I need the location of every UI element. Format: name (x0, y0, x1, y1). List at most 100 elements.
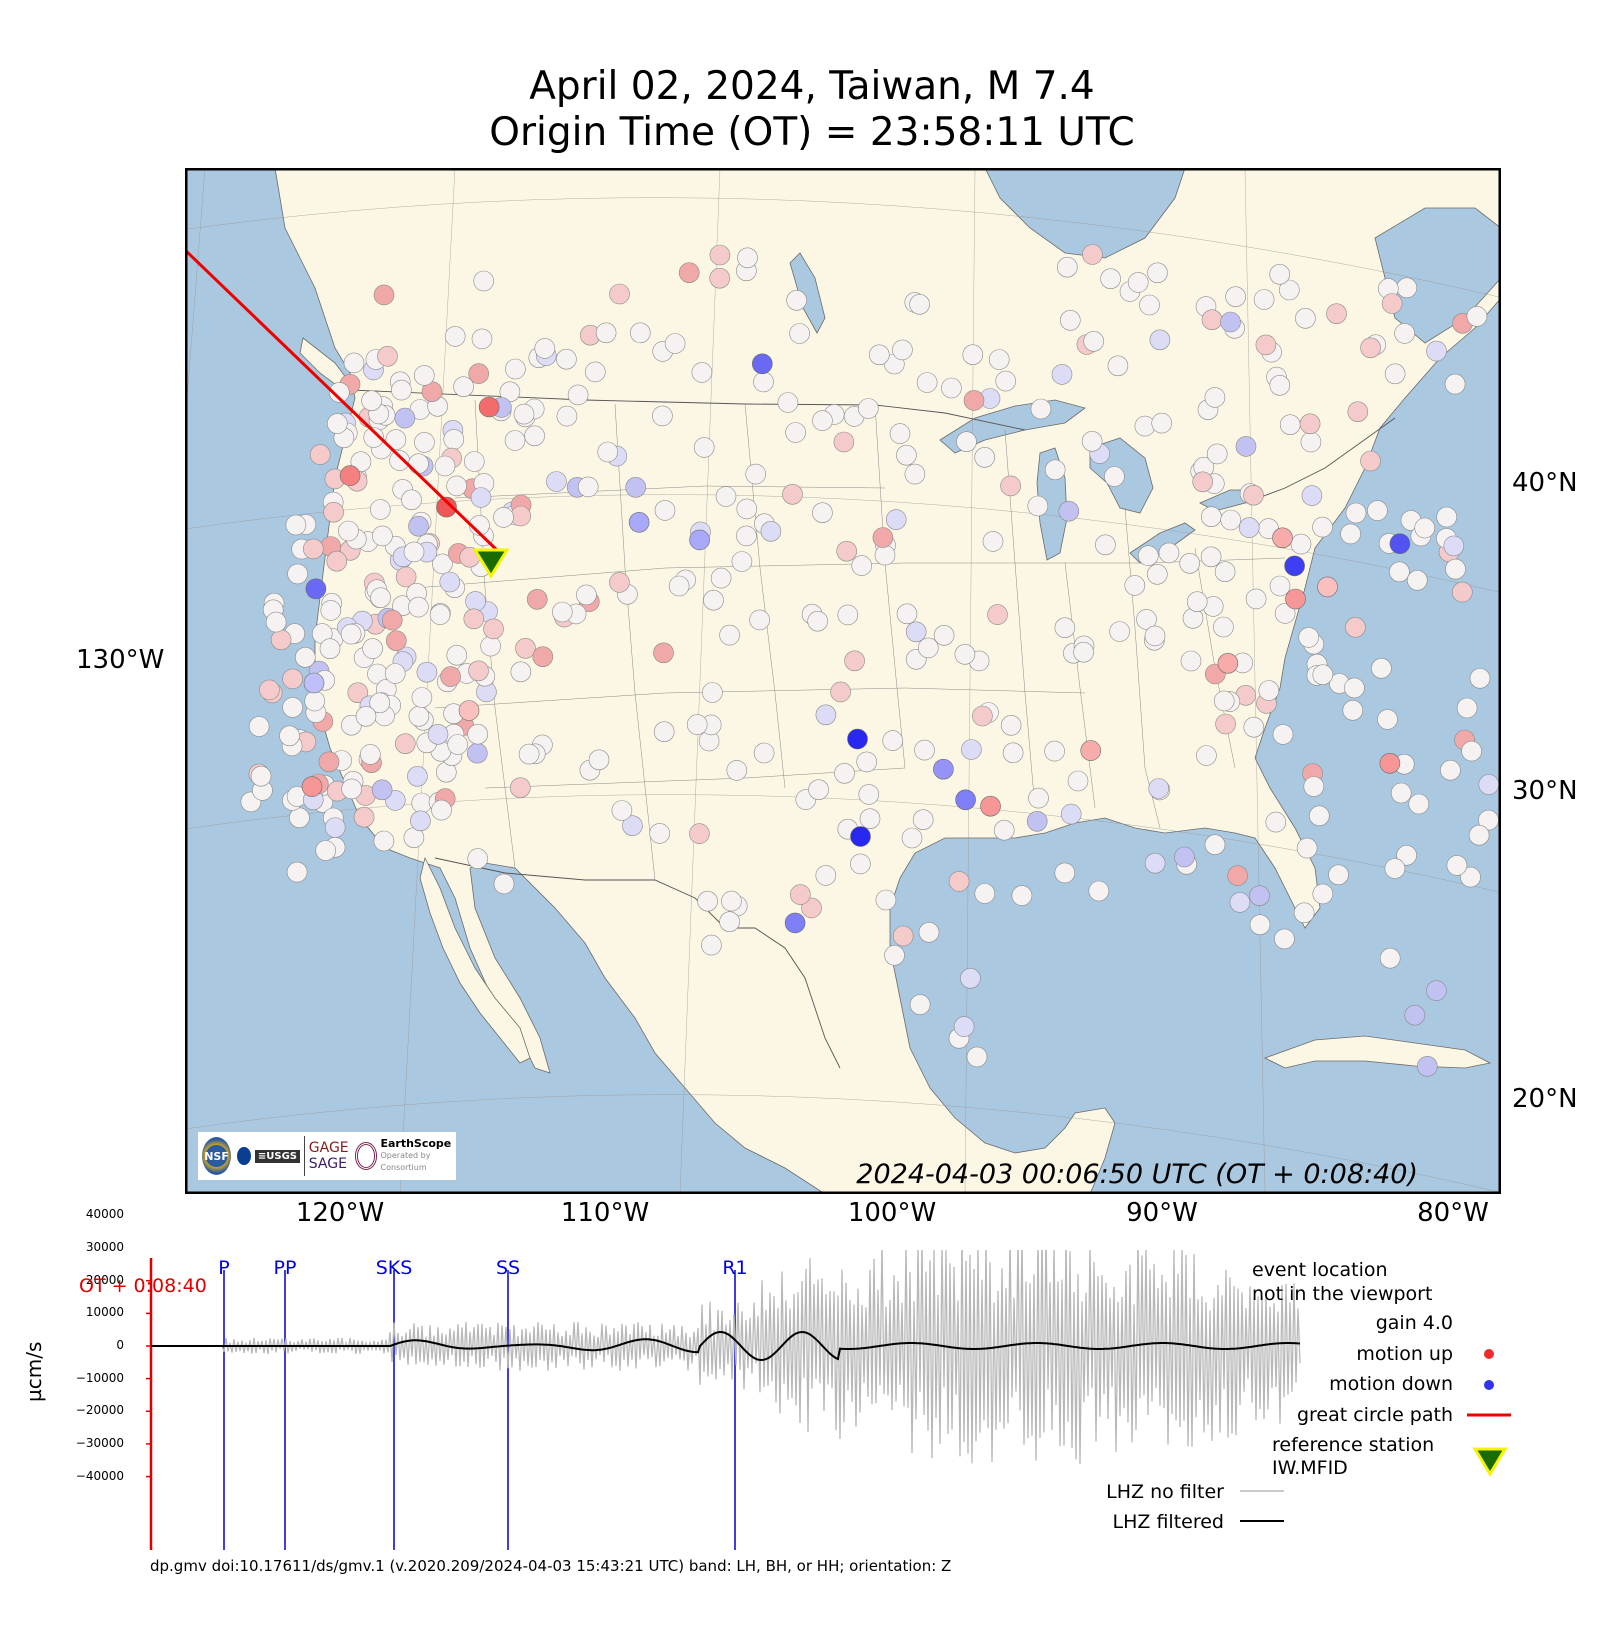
station-circle (875, 889, 897, 911)
ytick-label: −10000 (75, 1370, 124, 1385)
station-circle (961, 739, 982, 760)
station-circle (1238, 517, 1260, 538)
station-circle (447, 734, 469, 755)
station-circle (830, 681, 851, 703)
station-circle (532, 646, 554, 668)
station-circle (1290, 533, 1312, 555)
station-circle (391, 379, 412, 401)
station-motion-up (458, 700, 480, 721)
station-circle (327, 413, 348, 434)
station-circle (987, 604, 1008, 625)
station-circle (686, 714, 708, 735)
station-circle (1269, 375, 1291, 396)
station-circle (909, 994, 931, 1015)
station-circle (896, 444, 917, 466)
earthscope-sub: Operated by Consortium (380, 1151, 431, 1172)
phase-label-r1: R1 (722, 1257, 748, 1279)
lat-label-30: 30°N (1512, 776, 1578, 806)
station-circle (896, 603, 918, 625)
station-circle (1417, 1055, 1438, 1077)
station-circle (837, 604, 859, 626)
station-circle (324, 817, 346, 838)
station-circle (440, 666, 461, 687)
station-circle (856, 751, 878, 773)
station-circle (760, 520, 782, 542)
station-circle (889, 423, 911, 444)
ytick-label: −40000 (75, 1468, 124, 1483)
station-circle (1344, 677, 1365, 699)
station-motion-down (751, 353, 773, 375)
station-circle (434, 455, 456, 477)
station-circle (1192, 471, 1214, 493)
station-circle (1028, 787, 1049, 809)
station-circle (954, 643, 976, 665)
station-circle (1466, 306, 1488, 327)
station-circle (1456, 697, 1478, 719)
station-circle (1303, 776, 1325, 797)
station-circle (513, 403, 535, 425)
station-circle (443, 429, 465, 450)
station-circle (801, 897, 822, 919)
station-circle (341, 778, 362, 800)
station-circle (1445, 558, 1466, 580)
station-circle (905, 621, 927, 643)
station-circle (1446, 855, 1468, 876)
station-circle (1407, 569, 1428, 591)
station-circle (1396, 277, 1418, 299)
motion-up-swatch (1484, 1349, 1494, 1359)
nsf-logo: NSF (202, 1137, 232, 1175)
station-circle (471, 328, 493, 350)
station-circle (1056, 256, 1078, 278)
station-circle (753, 371, 774, 393)
station-circle (1137, 545, 1159, 567)
station-circle (892, 339, 913, 361)
station-circle (1225, 286, 1246, 307)
waveform-ylabel: µcm/s (22, 1341, 46, 1402)
station-circle (427, 723, 449, 745)
station-circle (373, 284, 395, 306)
legend-event-line1: event location (1252, 1259, 1388, 1281)
station-circle (463, 451, 485, 472)
figure-title-line2: Origin Time (OT) = 23:58:11 UTC (489, 110, 1135, 155)
station-circle (1384, 363, 1406, 385)
station-circle (1058, 500, 1080, 522)
ytick-label: −20000 (75, 1403, 124, 1418)
station-circle (1269, 264, 1290, 285)
ytick-label: 30000 (85, 1240, 124, 1255)
seismic-stations-motion (301, 353, 1411, 934)
lat-label-40: 40°N (1512, 468, 1578, 498)
lon-label-130w: 130°W (76, 645, 165, 675)
station-circle (857, 398, 879, 419)
station-circle (584, 361, 606, 383)
station-circle (1107, 355, 1129, 377)
station-circle (389, 450, 410, 471)
station-circle (347, 682, 369, 704)
station-circle (917, 637, 939, 659)
lon-label-110w: 110°W (560, 1198, 650, 1228)
lon-label-100w: 100°W (847, 1198, 937, 1228)
station-circle (395, 733, 416, 755)
station-circle (1468, 824, 1490, 846)
station-circle (1174, 846, 1195, 868)
station-circle (326, 550, 348, 572)
legend-ref-station: reference station (1272, 1434, 1435, 1456)
station-circle (286, 861, 308, 883)
station-circle (697, 890, 718, 912)
station-circle (815, 865, 837, 886)
station-circle (1312, 516, 1333, 538)
station-circle (371, 779, 393, 801)
station-circle (1301, 485, 1323, 506)
station-circle (1051, 364, 1073, 385)
station-circle (1220, 311, 1241, 333)
logo-separator (304, 1136, 305, 1176)
reference-station-swatch (1472, 1447, 1508, 1477)
station-circle (808, 779, 829, 801)
station-circle (1258, 680, 1280, 701)
station-circle (1328, 864, 1349, 886)
station-circle (993, 819, 1015, 841)
station-circle (654, 500, 676, 521)
station-circle (319, 638, 341, 660)
station-circle (1452, 581, 1473, 603)
station-circle (726, 760, 748, 781)
station-motion-up (1217, 652, 1239, 674)
